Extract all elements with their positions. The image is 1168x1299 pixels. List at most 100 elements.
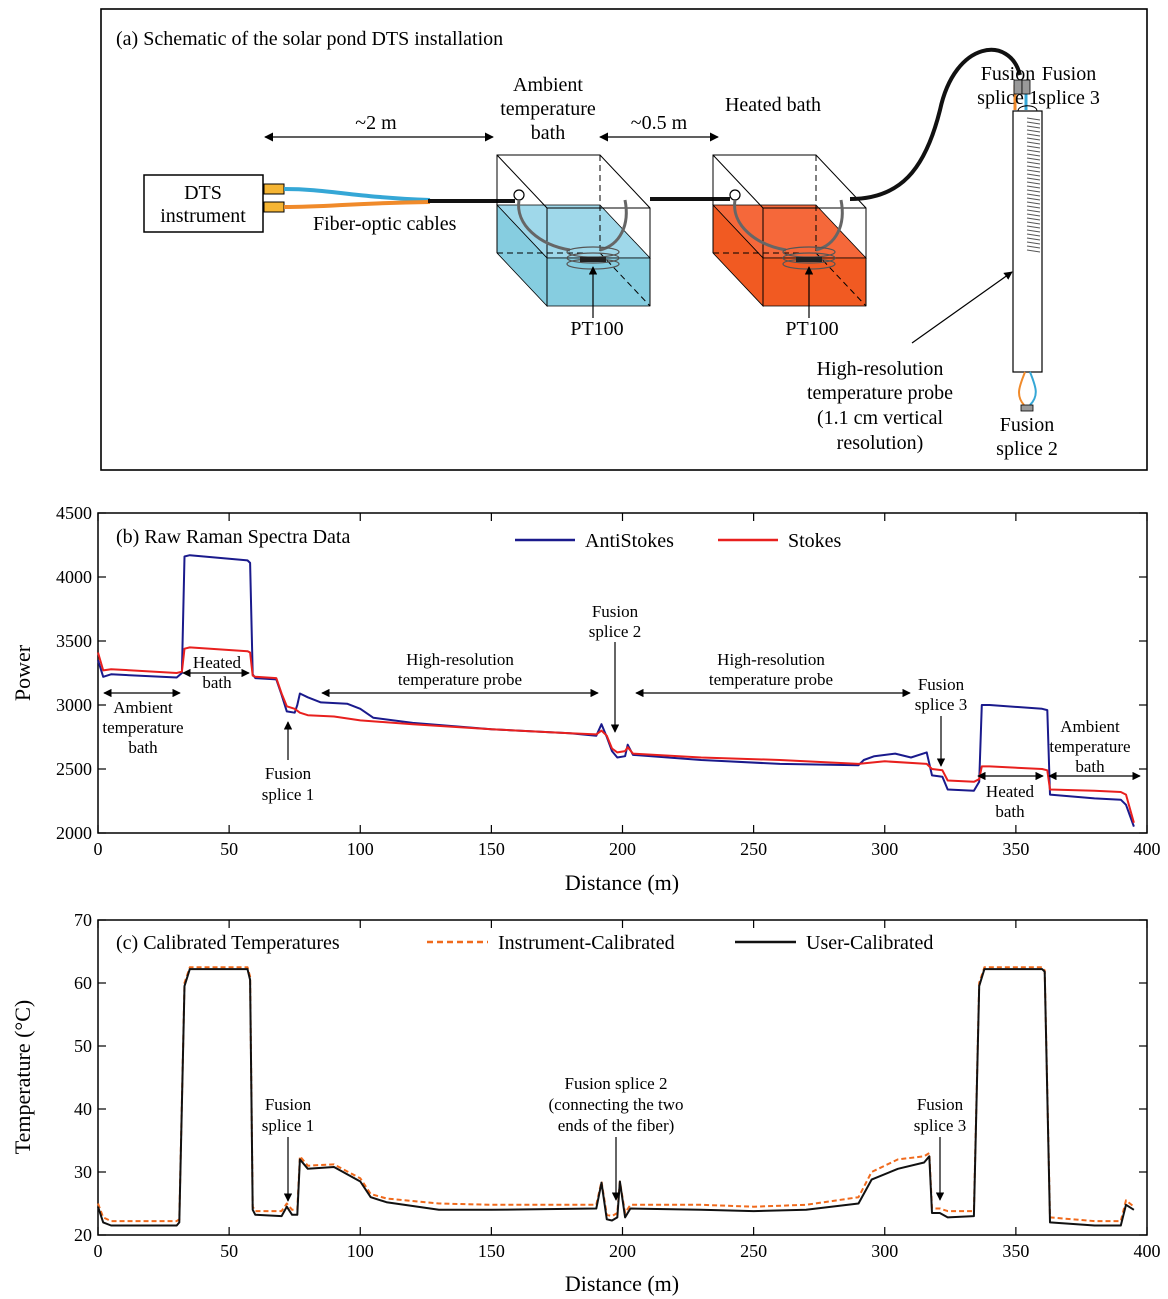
chart-c-xtick-label: 400 <box>1134 1241 1161 1261</box>
probe-label-3: (1.1 cm vertical <box>817 407 943 429</box>
ambient-bath-label-2: temperature <box>500 98 596 120</box>
chart-b-xtick-label: 50 <box>220 839 238 859</box>
b-ambient-left-3: bath <box>128 738 158 757</box>
chart-c-xtick-label: 350 <box>1002 1241 1029 1261</box>
calibrated-temperature-chart: 0 50 100 150 200 250 300 350 400 20 30 40 50 60 70 (c)… <box>10 910 1161 1296</box>
b-fusion-splice-3-2: splice 3 <box>915 695 967 714</box>
fusion-splice-2-label-2: splice 2 <box>996 438 1058 460</box>
dts-instrument-box <box>143 174 264 233</box>
pt100-label-b: PT100 <box>785 318 838 340</box>
chart-c-xtick-label: 250 <box>740 1241 767 1261</box>
legend-stokes-label: Stokes <box>788 530 842 552</box>
chart-c-ytick-label: 70 <box>74 910 92 930</box>
b-fusion-splice-2: Fusion <box>592 602 639 621</box>
chart-c-ytick-label: 40 <box>74 1099 92 1119</box>
b-heated-right-2: bath <box>995 802 1025 821</box>
chart-c-xtick-label: 150 <box>478 1241 505 1261</box>
chart-b-xtick-label: 200 <box>609 839 636 859</box>
chart-b-series-b-line <box>97 646 1135 824</box>
c-fusion-splice-1-2: splice 1 <box>262 1116 314 1135</box>
chart-b-ytick-label: 3000 <box>56 695 92 715</box>
chart-c-xtick-label: 50 <box>220 1241 238 1261</box>
b-ambient-right-3: bath <box>1075 757 1105 776</box>
fiber-cables-label: Fiber-optic cables <box>313 213 457 235</box>
b-heated-left-2: bath <box>202 673 232 692</box>
b-heated-right: Heated <box>986 782 1035 801</box>
chart-c-title: (c) Calibrated Temperatures <box>116 932 340 954</box>
chart-b-xtick-label: 0 <box>94 839 103 859</box>
connector-top <box>263 183 285 195</box>
c-fusion-splice-2-3: ends of the fiber) <box>558 1116 675 1135</box>
chart-c-legend: Instrument-Calibrated User-Calibrated <box>427 932 933 954</box>
fusion-splice-3-label: Fusion <box>1042 63 1096 85</box>
chart-c-ytick-label: 60 <box>74 973 92 993</box>
legend-instrument-label: Instrument-Calibrated <box>498 932 675 954</box>
fusion-splice-1-label-2: splice 1 <box>977 87 1039 109</box>
chart-c-xtick-label: 300 <box>871 1241 898 1261</box>
c-fusion-splice-2: Fusion splice 2 <box>565 1074 668 1093</box>
probe-label-4: resolution) <box>837 432 924 454</box>
chart-c-series-b-line <box>97 968 1135 1227</box>
fusion-splice-1-label: Fusion <box>981 63 1035 85</box>
chart-b-ytick-label: 4500 <box>56 503 92 523</box>
pt100-label-a: PT100 <box>570 318 623 340</box>
chart-c-ytick-label: 30 <box>74 1162 92 1182</box>
chart-c-xtick-label: 0 <box>94 1241 103 1261</box>
ambient-bath-cube <box>496 154 651 308</box>
raw-raman-chart: 0 50 100 150 200 250 300 350 400 2000 2500 3000 3500… <box>10 503 1161 895</box>
temperature-probe <box>1012 79 1043 412</box>
schematic-title: (a) Schematic of the solar pond DTS inst… <box>116 28 503 50</box>
chart-b-series-a-line <box>97 554 1135 827</box>
chart-b-ytick-label: 4000 <box>56 567 92 587</box>
chart-c-ytick-label: 20 <box>74 1225 92 1245</box>
chart-c-annotations: Fusion splice 1 Fusion splice 2 (connect… <box>262 1074 966 1202</box>
schematic-frame <box>100 8 1148 471</box>
chart-b-ytick-label: 3500 <box>56 631 92 651</box>
c-fusion-splice-3-2: splice 3 <box>914 1116 966 1135</box>
b-hr-probe-right-2: temperature probe <box>709 670 833 689</box>
chart-c-xtick-label: 200 <box>609 1241 636 1261</box>
b-heated-left: Heated <box>193 653 242 672</box>
chart-b-xtick-label: 150 <box>478 839 505 859</box>
chart-c-xlabel: Distance (m) <box>565 1271 679 1296</box>
fiber-cable-to-probe <box>849 47 1022 201</box>
heated-bath-label: Heated bath <box>725 94 821 116</box>
legend-user-label: User-Calibrated <box>806 932 933 954</box>
b-ambient-right: Ambient <box>1060 717 1120 736</box>
chart-c-ylabel: Temperature (°C) <box>10 1000 35 1154</box>
b-ambient-left-2: temperature <box>102 718 183 737</box>
distance-05m-label: ~0.5 m <box>631 112 688 134</box>
fusion-splice-3-label-2: splice 3 <box>1038 87 1100 109</box>
b-fusion-splice-1-2: splice 1 <box>262 785 314 804</box>
c-fusion-splice-2-2: (connecting the two <box>548 1095 683 1114</box>
chart-b-xlabel: Distance (m) <box>565 870 679 895</box>
chart-b-legend: AntiStokes Stokes <box>515 530 842 552</box>
b-hr-probe-left: High-resolution <box>406 650 514 669</box>
dts-instrument-label-2: instrument <box>160 205 246 227</box>
dts-instrument-label: DTS <box>184 182 222 204</box>
connector-bottom <box>263 201 285 213</box>
heated-bath-cube <box>712 154 867 308</box>
ambient-bath-label: Ambient <box>513 74 583 96</box>
b-fusion-splice-3: Fusion <box>918 675 965 694</box>
chart-b-xtick-label: 350 <box>1002 839 1029 859</box>
fusion-splice-2-label: Fusion <box>1000 414 1054 436</box>
b-hr-probe-right: High-resolution <box>717 650 825 669</box>
chart-b-xtick-label: 250 <box>740 839 767 859</box>
chart-b-ylabel: Power <box>10 644 35 701</box>
chart-b-ytick-label: 2000 <box>56 823 92 843</box>
probe-label: High-resolution <box>817 358 944 380</box>
fiber-cable-orange <box>283 200 431 209</box>
chart-b-xtick-label: 400 <box>1134 839 1161 859</box>
b-ambient-right-2: temperature <box>1049 737 1130 756</box>
b-fusion-splice-1: Fusion <box>265 764 312 783</box>
chart-b-xtick-label: 300 <box>871 839 898 859</box>
chart-c-ytick-label: 50 <box>74 1036 92 1056</box>
probe-label-2: temperature probe <box>807 382 953 404</box>
chart-b-xtick-label: 100 <box>347 839 374 859</box>
chart-b-title: (b) Raw Raman Spectra Data <box>116 526 350 548</box>
probe-arrow <box>911 271 1013 344</box>
b-ambient-left: Ambient <box>113 698 173 717</box>
ambient-bath-label-3: bath <box>531 122 565 144</box>
